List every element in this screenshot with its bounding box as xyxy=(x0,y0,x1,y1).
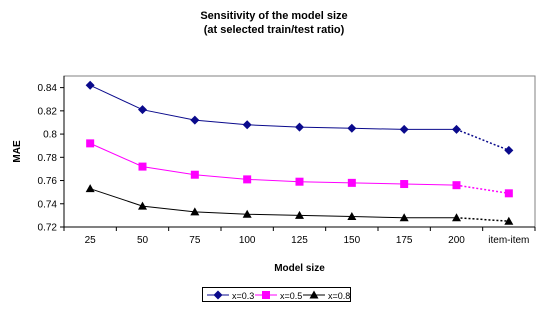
data-point xyxy=(452,124,461,134)
legend-graphic: x=0.3 x=0.5 x=0.8 xyxy=(207,290,350,301)
x-tick-label: 75 xyxy=(189,235,201,246)
data-point xyxy=(452,181,461,190)
data-point xyxy=(85,80,95,90)
data-point xyxy=(138,105,147,115)
legend-marker xyxy=(262,291,270,299)
data-point xyxy=(347,212,357,221)
data-point xyxy=(504,189,513,198)
legend-marker xyxy=(213,290,223,300)
data-point xyxy=(85,184,95,193)
data-point xyxy=(243,175,252,184)
legend: x=0.3 x=0.5 x=0.8 xyxy=(202,287,351,302)
x-tick-label: item-item xyxy=(488,235,529,246)
chart-title: Sensitivity of the model size xyxy=(200,10,348,22)
legend-item: x=0.8 xyxy=(303,290,350,301)
x-tick-label: 175 xyxy=(396,235,413,246)
data-point xyxy=(295,122,304,132)
data-point xyxy=(138,201,147,210)
data-point xyxy=(190,207,200,216)
data-point xyxy=(347,123,357,133)
x-tick-label: 150 xyxy=(343,235,360,246)
series-x=0.3 xyxy=(85,80,514,155)
y-tick-label: 0.72 xyxy=(38,223,58,234)
data-point xyxy=(190,115,200,125)
data-point xyxy=(190,170,199,179)
data-point xyxy=(347,178,356,187)
legend-item: x=0.3 xyxy=(207,290,254,301)
data-point xyxy=(504,216,514,225)
x-tick-label: 125 xyxy=(291,235,308,246)
series-line-dashed xyxy=(456,184,509,195)
data-point xyxy=(452,213,461,222)
series-line-dashed xyxy=(456,128,510,152)
data-point xyxy=(86,139,95,148)
data-point xyxy=(242,209,252,218)
plot-area xyxy=(63,75,536,228)
x-tick-label: 50 xyxy=(137,235,149,246)
data-point xyxy=(400,180,409,189)
data-point xyxy=(295,210,304,219)
x-tick-label: 200 xyxy=(448,235,465,246)
data-point xyxy=(399,213,409,222)
y-tick-label: 0.82 xyxy=(38,106,58,117)
chart-title-block: Sensitivity of the model size (at select… xyxy=(0,9,548,37)
legend-label: x=0.3 xyxy=(232,291,254,301)
series-line xyxy=(89,142,457,186)
y-tick-label: 0.8 xyxy=(43,130,57,141)
y-tick-label: 0.84 xyxy=(38,83,58,94)
data-point xyxy=(295,177,304,186)
legend-marker xyxy=(309,290,319,299)
series-line-dashed xyxy=(456,216,509,222)
legend-label: x=0.5 xyxy=(280,291,302,301)
series-x=0.8 xyxy=(85,184,514,225)
legend-label: x=0.8 xyxy=(328,291,350,301)
data-point xyxy=(138,162,147,171)
y-tick-label: 0.76 xyxy=(38,176,58,187)
x-tick-label: 25 xyxy=(85,235,97,246)
y-tick-label: 0.74 xyxy=(38,199,58,210)
chart-subtitle: (at selected train/test ratio) xyxy=(203,24,345,36)
series-line xyxy=(89,84,457,130)
data-point xyxy=(399,124,409,134)
series-x=0.5 xyxy=(86,139,513,198)
legend-item: x=0.5 xyxy=(255,291,302,301)
data-point xyxy=(242,120,252,130)
x-axis-label: Model size xyxy=(274,263,325,274)
y-tick-label: 0.78 xyxy=(38,153,58,164)
data-point xyxy=(504,145,514,155)
y-axis-label: MAE xyxy=(12,140,23,163)
x-tick-label: 100 xyxy=(239,235,256,246)
series-line xyxy=(90,188,457,219)
